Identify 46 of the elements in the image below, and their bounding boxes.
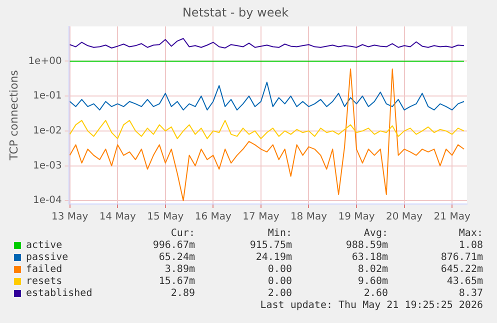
legend-label: passive — [26, 252, 68, 263]
text: 3.89m — [164, 264, 195, 275]
chart-title: Netstat - by week — [182, 5, 289, 20]
y-tick-label: 1e-01 — [32, 90, 62, 102]
text: Cur: — [170, 228, 195, 239]
x-tick-label: 19 May — [338, 212, 375, 223]
text: 915.75m — [250, 240, 292, 251]
text: 65.24m — [158, 252, 195, 263]
text: 1.08 — [458, 240, 483, 251]
text: 8.37 — [458, 288, 483, 299]
legend-label: resets — [26, 276, 62, 287]
text: 24.19m — [256, 252, 292, 263]
text: 876.71m — [440, 252, 483, 263]
text: 988.59m — [346, 240, 388, 251]
text: Min: — [268, 228, 292, 239]
y-tick-label: 1e-03 — [32, 160, 62, 172]
y-tick-label: 1e-02 — [32, 126, 62, 137]
text: 2.89 — [170, 288, 195, 299]
text: Max: — [458, 228, 483, 239]
text: 0.00 — [268, 264, 292, 275]
legend-label: active — [26, 240, 62, 251]
legend-label: failed — [26, 264, 62, 275]
legend-label: established — [26, 288, 92, 299]
text: Last update: Thu May 21 19:25:25 2026 — [260, 300, 483, 311]
x-tick-label: 13 May — [52, 212, 88, 223]
text: 0.00 — [268, 276, 292, 287]
text: 43.65m — [446, 276, 483, 287]
y-tick-label: 1e+00 — [28, 56, 62, 67]
x-tick-label: 17 May — [242, 212, 280, 223]
x-tick-label: 14 May — [99, 212, 136, 223]
text: 2.00 — [268, 288, 292, 299]
text: 15.67m — [158, 276, 195, 287]
text: 996.67m — [152, 240, 195, 251]
x-tick-label: 18 May — [290, 212, 328, 223]
x-tick-label: 21 May — [434, 212, 470, 223]
text: 645.22m — [440, 264, 483, 275]
x-tick-label: 20 May — [386, 212, 423, 223]
text: Avg: — [364, 228, 388, 239]
text: 63.18m — [352, 252, 388, 263]
text: 2.60 — [364, 288, 388, 299]
y-axis-title: TCP connections — [7, 70, 20, 162]
x-tick-label: 16 May — [194, 212, 232, 223]
x-tick-label: 15 May — [147, 212, 184, 223]
y-tick-label: 1e-04 — [32, 195, 62, 206]
text: 8.02m — [358, 264, 388, 275]
text: 9.60m — [358, 276, 388, 287]
